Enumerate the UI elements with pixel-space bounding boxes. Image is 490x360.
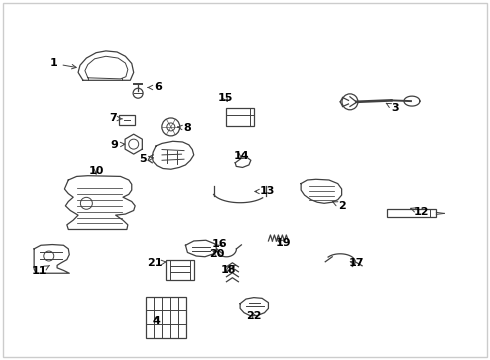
Text: 12: 12 bbox=[411, 207, 429, 217]
Text: 14: 14 bbox=[233, 150, 249, 161]
Text: 6: 6 bbox=[148, 82, 162, 93]
Text: 2: 2 bbox=[332, 201, 345, 211]
Bar bbox=[226, 108, 254, 126]
Text: 21: 21 bbox=[147, 258, 166, 268]
Text: 8: 8 bbox=[177, 123, 191, 133]
Text: 7: 7 bbox=[109, 113, 122, 123]
Text: 10: 10 bbox=[88, 166, 104, 176]
Text: 13: 13 bbox=[255, 186, 275, 197]
Bar bbox=[387, 210, 437, 217]
Text: 3: 3 bbox=[386, 103, 399, 113]
Text: 17: 17 bbox=[348, 258, 364, 268]
Text: 15: 15 bbox=[218, 93, 233, 103]
Text: 20: 20 bbox=[209, 248, 224, 258]
Text: 16: 16 bbox=[212, 239, 227, 249]
Text: 22: 22 bbox=[246, 311, 262, 320]
Text: 1: 1 bbox=[50, 58, 76, 69]
Text: 5: 5 bbox=[140, 154, 153, 164]
Bar bbox=[119, 116, 135, 125]
Bar bbox=[166, 260, 194, 279]
Bar bbox=[147, 297, 186, 338]
Text: 18: 18 bbox=[220, 265, 236, 275]
Text: 4: 4 bbox=[152, 316, 160, 325]
Text: 9: 9 bbox=[110, 140, 125, 150]
Text: 19: 19 bbox=[275, 238, 291, 248]
Text: 11: 11 bbox=[31, 265, 49, 276]
